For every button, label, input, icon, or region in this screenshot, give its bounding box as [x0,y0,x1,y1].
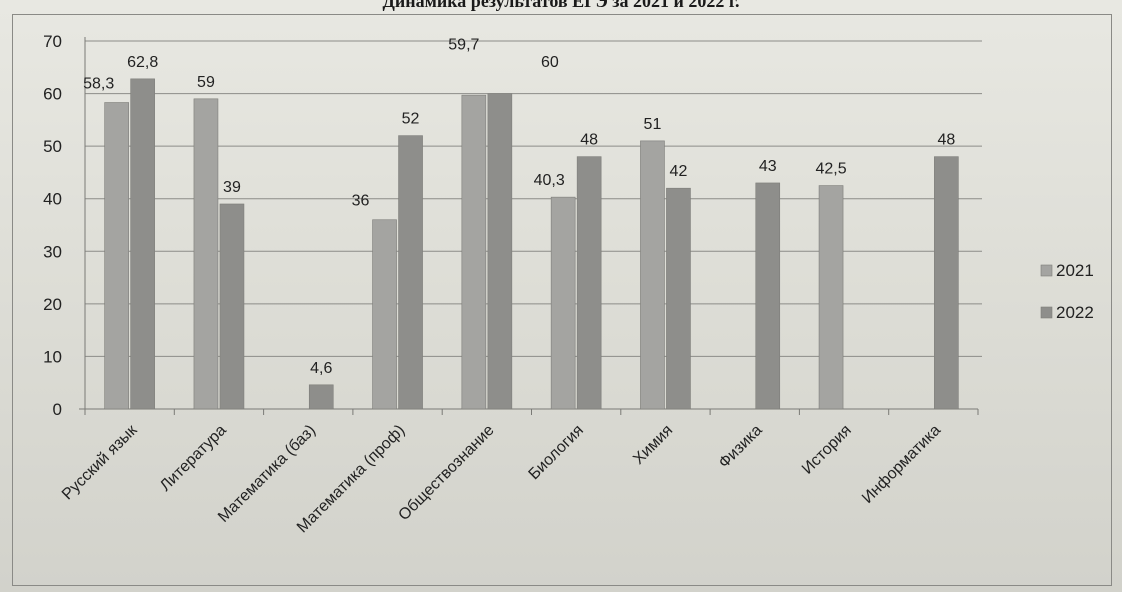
data-label: 62,8 [127,54,158,71]
data-label: 60 [541,54,559,71]
bar-2021 [461,94,487,410]
data-label: 42 [670,163,688,180]
category-label: Русский язык [59,421,141,503]
category-label: Математика (баз) [215,422,319,526]
category-label: История [799,422,855,478]
bar-2022 [308,384,334,410]
chart-frame [12,14,1112,586]
data-label: 59 [197,74,215,91]
bar-2022 [130,78,155,410]
data-label: 58,3 [83,76,114,93]
data-label: 40,3 [534,172,565,189]
data-label: 48 [937,132,955,149]
bar-2021 [550,196,576,410]
category-label: Химия [630,422,676,468]
category-label: Физика [716,422,766,472]
y-tick-label: 60 [43,85,62,104]
bar-2022 [576,156,602,410]
bar-2022 [219,203,245,410]
category-label: Обществознание [395,422,497,524]
data-label: 52 [402,111,420,128]
bar-2022 [666,187,691,410]
bar-2021 [818,185,844,410]
y-tick-label: 0 [53,400,62,419]
y-tick-label: 70 [43,32,62,51]
data-label: 48 [580,132,598,149]
legend-label: 2021 [1056,261,1094,280]
legend-swatch-2022 [1040,306,1053,319]
data-label: 43 [759,158,777,175]
data-label: 51 [644,116,662,133]
y-tick-label: 50 [43,137,62,156]
category-label: Литература [157,422,230,495]
data-label: 36 [352,193,370,210]
data-label: 59,7 [448,36,479,53]
y-tick-label: 40 [43,190,62,209]
y-tick-label: 10 [43,347,62,366]
category-label: Биология [526,422,587,483]
category-label: Информатика [859,422,944,507]
bar-2021 [372,219,397,410]
y-tick-label: 20 [43,295,62,314]
y-tick-label: 30 [43,242,62,261]
legend-swatch-2021 [1040,264,1053,277]
bar-2022 [487,93,513,410]
bar-2022 [755,182,781,410]
data-label: 39 [223,179,241,196]
data-label: 4,6 [310,360,332,377]
legend-label: 2022 [1056,303,1094,322]
bar-2021 [104,102,129,410]
chart-title: Динамика результатов ЕГЭ за 2021 и 2022 … [382,0,740,11]
bar-2022 [934,156,959,410]
bar-2022 [398,135,423,410]
bar-2021 [640,140,665,410]
data-label: 42,5 [815,161,846,178]
bar-2021 [193,98,219,410]
